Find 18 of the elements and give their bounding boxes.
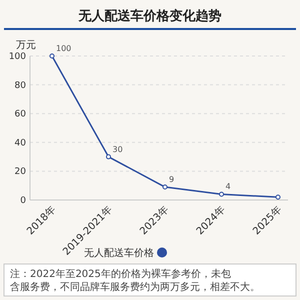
point <box>276 194 280 200</box>
y-tick-label: 20 <box>14 167 26 178</box>
y-tick-label: 0 <box>20 196 26 206</box>
y-tick-label: 100 <box>8 52 26 62</box>
point <box>50 54 54 58</box>
data-label: 9 <box>169 175 174 184</box>
point <box>219 192 224 197</box>
y-axis-title: 万元 <box>16 40 36 51</box>
y-tick-label: 60 <box>14 110 26 120</box>
data-label: 100 <box>56 44 72 53</box>
text: 注：2022年至2025年的价格为裸车参考价，未包含服务费，不同品牌车服务费约为两万多元，相差不大。 <box>10 268 260 293</box>
data-label: 30 <box>112 144 123 154</box>
point <box>162 184 168 190</box>
chart-title: 无人配送车价格变化趋势 <box>78 8 222 24</box>
data-label: 4 <box>226 182 231 192</box>
y-tick-label: 80 <box>14 80 26 91</box>
point <box>106 154 111 160</box>
y-tick-label: 40 <box>14 138 26 148</box>
